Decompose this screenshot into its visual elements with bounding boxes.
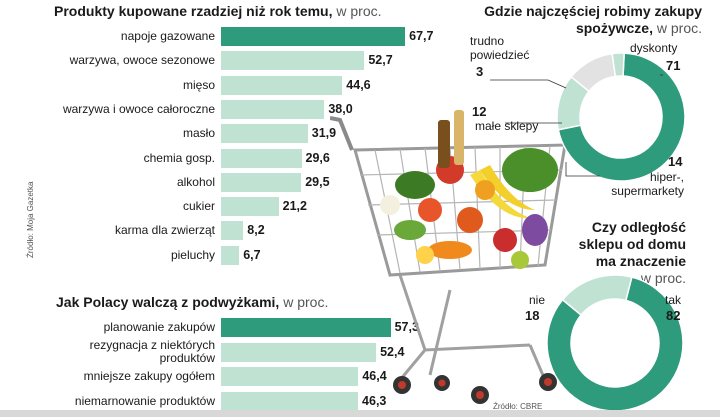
pie2-value-nie: 18 xyxy=(525,308,540,323)
bar-label: warzywa i owoce całoroczne xyxy=(62,101,215,116)
bar-label: mięso xyxy=(182,77,215,92)
bar-label: alkohol xyxy=(176,174,215,189)
bottom-rule xyxy=(0,410,720,417)
bar xyxy=(221,99,325,119)
pie1-chart xyxy=(556,52,686,182)
bar xyxy=(221,27,406,46)
bar-value-label: 52,4 xyxy=(380,344,405,359)
bar xyxy=(221,245,240,265)
bar-label: chemia gosp. xyxy=(143,150,215,165)
source-left: Źródło: Moja Gazetka xyxy=(26,181,35,258)
bar xyxy=(221,172,302,192)
bar xyxy=(221,75,343,95)
bar-label: pieluchy xyxy=(170,247,215,262)
bar-value-label: 38,0 xyxy=(328,101,353,116)
bar-value-label: 52,7 xyxy=(368,53,393,68)
bar xyxy=(221,391,359,411)
bar-value-label: 67,7 xyxy=(409,29,434,43)
pie1-value-dyskonty: 71 xyxy=(666,58,681,73)
pie1-label-dyskonty: dyskonty xyxy=(630,41,678,55)
bar xyxy=(221,148,302,168)
pie1-label-trudno: trudno powiedzieć xyxy=(470,34,530,62)
bar-value-label: 31,9 xyxy=(311,126,337,141)
pie2-chart xyxy=(546,274,684,412)
bar-value-label: 29,5 xyxy=(305,174,330,189)
bar-label: napoje gazowane xyxy=(120,29,215,43)
bar-value-label: 29,6 xyxy=(305,150,330,165)
pie1-value-hiper: 14 xyxy=(668,154,683,169)
bar2-title: Jak Polacy walczą z podwyżkami, w proc. xyxy=(56,294,329,310)
source-right: Źródło: CBRE xyxy=(493,402,543,411)
bar-value-label: 44,6 xyxy=(346,77,371,92)
bar xyxy=(221,221,244,241)
bar-label: warzywa, owoce sezonowe xyxy=(69,53,215,68)
shopping-cart-illustration xyxy=(330,110,567,404)
bar-value-label: 21,2 xyxy=(282,199,307,214)
bar-value-label: 46,4 xyxy=(362,369,387,383)
pie-slice xyxy=(557,52,686,182)
bar xyxy=(221,342,377,362)
pie1-value-male: 12 xyxy=(472,104,487,119)
pie-slice xyxy=(546,276,684,412)
bar-value-label: 57,3 xyxy=(394,320,419,334)
bar xyxy=(221,51,365,71)
pie1-value-trudno: 3 xyxy=(476,64,484,79)
bar-label: mniejsze zakupy ogółem xyxy=(83,369,215,383)
pie2-label-nie: nie xyxy=(529,293,546,307)
bar xyxy=(221,124,308,144)
bar-value-label: 8,2 xyxy=(247,223,265,238)
pie-slice xyxy=(611,52,625,78)
pie1-label-male: małe sklepy xyxy=(475,119,539,133)
bar xyxy=(221,318,391,337)
bar-label: karma dla zwierząt xyxy=(114,223,215,238)
pie1-title: Gdzie najczęściej robimy zakupy spożywcz… xyxy=(484,3,702,36)
bar-label: niemarnowanie produktów xyxy=(74,393,215,408)
pie2-label-tak: tak xyxy=(665,293,682,307)
pie-slice xyxy=(561,274,633,317)
pie1-label-hiper: hiper-, supermarkety xyxy=(611,170,684,198)
bar xyxy=(221,367,359,386)
pie2-title: Czy odległość sklepu od domu ma znaczeni… xyxy=(578,219,686,286)
bar-label: cukier xyxy=(182,199,215,214)
pie2-value-tak: 82 xyxy=(666,308,681,323)
bar-value-label: 46,3 xyxy=(362,393,387,408)
bar1-title: Produkty kupowane rzadziej niż rok temu,… xyxy=(54,3,382,19)
bar-value-label: 6,7 xyxy=(243,247,261,262)
bar-label: rezygnacja z niektórych produktów xyxy=(89,338,215,365)
bar xyxy=(221,197,279,217)
bar-label: planowanie zakupów xyxy=(103,320,215,334)
bar-label: masło xyxy=(182,126,215,141)
